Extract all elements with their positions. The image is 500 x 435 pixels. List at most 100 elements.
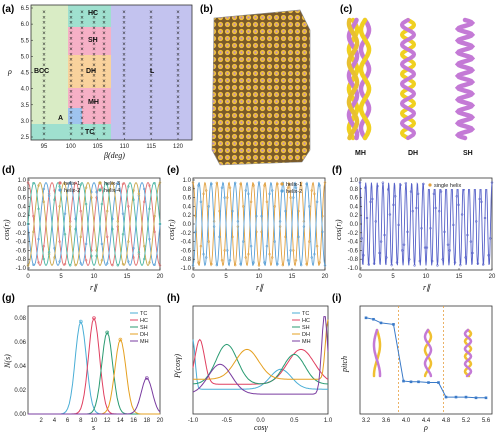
series-point (247, 192, 250, 196)
grid-point: × (149, 132, 153, 138)
grid-point: × (42, 90, 46, 96)
legend-marker-d4 (98, 188, 102, 192)
series-point (210, 182, 213, 186)
pitch-point (392, 323, 395, 326)
series-point (310, 189, 314, 192)
grid-point: × (80, 15, 84, 21)
x-axis-label-f: r∥ (423, 283, 431, 292)
helix-insets-i (372, 328, 473, 378)
y-tick-label: 1.0 (183, 178, 192, 184)
series-point (268, 252, 271, 256)
series-point (481, 263, 485, 266)
y-tick-label: -0.6 (181, 248, 192, 254)
helix-strand (346, 17, 360, 141)
grid-point: × (42, 121, 46, 127)
grid-point: × (149, 15, 153, 21)
grid-point: × (122, 52, 126, 58)
series-point (100, 202, 104, 206)
series-point (212, 225, 216, 228)
series-point (276, 262, 279, 266)
series-peak-sh (105, 330, 109, 335)
grid-point: × (80, 95, 84, 101)
grid-point: × (92, 21, 96, 27)
grid-point: × (80, 58, 84, 64)
series-point (307, 205, 311, 208)
legend-e-2: helix-2 (286, 189, 302, 195)
series-point (228, 259, 232, 262)
series-point (270, 189, 274, 192)
grid-point: × (69, 100, 73, 106)
y-tick-label: -0.8 (16, 257, 27, 263)
series-point (474, 220, 478, 223)
grid-point: × (92, 37, 96, 43)
y-tick-label: 4.0 (21, 87, 30, 93)
series-point (53, 198, 56, 201)
grid-point: × (149, 74, 153, 80)
series-point (488, 237, 492, 240)
series-point (318, 184, 321, 187)
phase-diagram-points: ××××××××××××××××××××××××××××××××××××××××… (42, 10, 180, 138)
grid-point: × (80, 84, 84, 90)
crystal-snapshot (211, 9, 311, 166)
legend-label: DH (140, 332, 148, 338)
series-line (27, 182, 161, 266)
series-point (260, 214, 263, 218)
series-point (299, 181, 303, 185)
grid-point: × (122, 79, 126, 85)
y-tick-label: 0.6 (18, 196, 27, 202)
series-peak-hc (92, 316, 96, 320)
series-point (84, 259, 88, 262)
series-point (244, 256, 248, 259)
legend-label: TC (140, 311, 147, 317)
helix-strand (346, 17, 360, 141)
grid-point: × (42, 37, 46, 43)
helix-label-sh: SH (463, 150, 473, 157)
grid-point: × (69, 84, 73, 90)
x-tick-label: -1.0 (188, 418, 199, 424)
panel-label-a: (a) (2, 4, 14, 15)
series-point (297, 235, 300, 239)
series-point (42, 257, 46, 261)
series-point (63, 182, 67, 186)
grid-point: × (149, 58, 153, 64)
pitch-point (417, 380, 420, 384)
grid-point: × (149, 42, 153, 48)
x-tick-label: 5.6 (482, 418, 491, 424)
region-hc (68, 5, 111, 27)
grid-point: × (92, 116, 96, 122)
pitch-point (474, 396, 478, 400)
panel-label-c: (c) (340, 4, 352, 15)
x-ticks-i: 3.2 3.6 4.0 4.4 4.8 5.2 5.6 (362, 418, 491, 424)
grid-point: × (176, 52, 180, 58)
grid-point: × (92, 31, 96, 37)
series-lines-e (191, 181, 327, 267)
series-point (323, 264, 327, 267)
series-point (418, 259, 422, 263)
series-point (42, 187, 46, 191)
series-point (393, 195, 397, 198)
grid-point: × (69, 31, 73, 37)
x-tick-label: 120 (173, 144, 184, 150)
grid-point: × (102, 37, 106, 43)
axes-frame-e (192, 177, 326, 271)
grid-point: × (69, 63, 73, 69)
phase-label-tc: TC (85, 129, 94, 136)
series-point (374, 220, 378, 223)
grid-point: × (149, 68, 153, 74)
series-point (191, 181, 195, 184)
grid-point: × (122, 84, 126, 90)
series-point (137, 251, 141, 254)
series-point (79, 209, 83, 213)
grid-point: × (102, 121, 106, 127)
series-point (84, 202, 88, 206)
series-point (362, 254, 365, 257)
series-point (365, 216, 369, 220)
series-point (318, 261, 321, 264)
series-point (142, 257, 146, 261)
x-tick-label: 10 (91, 274, 98, 280)
series-point (416, 192, 420, 196)
series-point (469, 240, 473, 243)
legend-label: MH (302, 339, 311, 345)
series-point (233, 263, 237, 267)
series-point (487, 254, 490, 257)
